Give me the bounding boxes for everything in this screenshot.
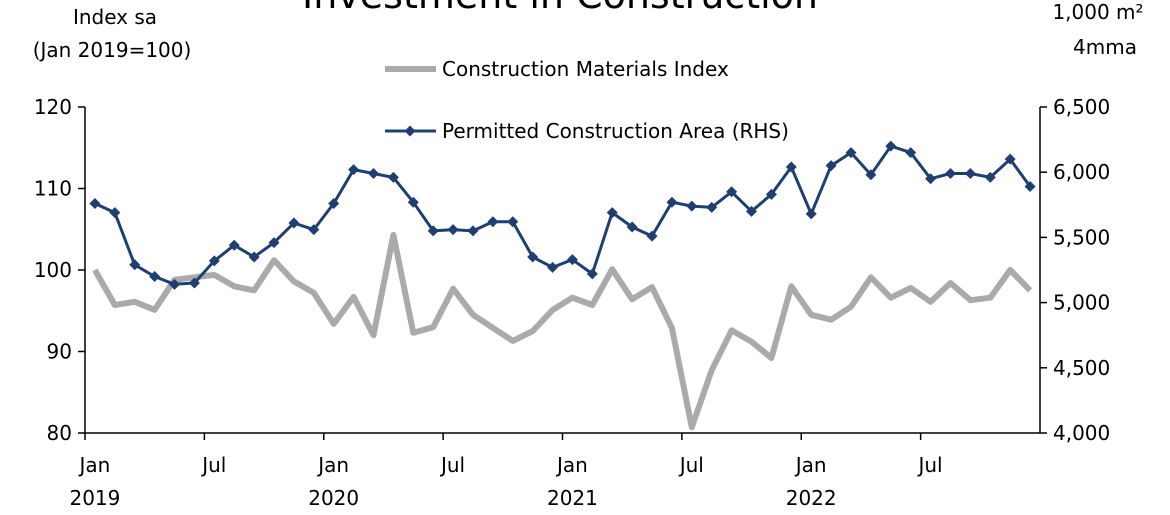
marker <box>805 208 817 220</box>
y-tick-label: 120 <box>34 95 72 119</box>
marker <box>387 171 399 183</box>
marker <box>905 147 917 159</box>
marker <box>566 254 578 266</box>
x-tick-label: Jan 2019 <box>69 453 121 510</box>
marker <box>308 224 320 236</box>
marker <box>507 216 519 228</box>
marker <box>885 140 897 152</box>
legend-label: Permitted Construction Area (RHS) <box>442 119 789 143</box>
marker <box>865 169 877 181</box>
marker <box>925 173 937 185</box>
y-axis-label: Index sa <box>73 5 157 29</box>
marker <box>586 268 598 280</box>
marker <box>626 221 638 233</box>
legend-label: Construction Materials Index <box>442 57 729 81</box>
marker <box>367 168 379 180</box>
marker <box>467 225 479 237</box>
marker <box>944 168 956 180</box>
y2-tick-label: 5,500 <box>1053 225 1110 249</box>
marker <box>228 239 240 251</box>
x-tick-label: Jan 2020 <box>308 453 360 510</box>
marker <box>606 207 618 219</box>
chart-title: Investment in Construction <box>302 0 818 17</box>
marker <box>726 186 738 198</box>
y2-tick-label: 4,000 <box>1053 421 1110 445</box>
marker <box>666 196 678 208</box>
marker <box>1004 153 1016 165</box>
marker <box>527 251 539 263</box>
marker <box>547 261 559 273</box>
marker <box>845 147 857 159</box>
marker <box>129 259 141 271</box>
marker <box>109 207 121 219</box>
y2-tick-label: 4,500 <box>1053 356 1110 380</box>
y2-axis-label: 4mma <box>1073 35 1137 59</box>
marker <box>208 255 220 267</box>
marker <box>825 160 837 172</box>
marker <box>169 278 181 290</box>
series-line <box>92 232 1033 431</box>
y2-tick-label: 5,000 <box>1053 291 1110 315</box>
marker <box>149 271 161 283</box>
marker <box>964 168 976 180</box>
y-tick-label: 110 <box>34 177 72 201</box>
y2-axis-label: 1,000 m² <box>1052 0 1143 24</box>
marker <box>785 161 797 173</box>
marker <box>765 188 777 200</box>
marker <box>427 225 439 237</box>
legend-marker <box>404 125 416 137</box>
marker <box>248 251 260 263</box>
marker <box>447 224 459 236</box>
y2-tick-label: 6,500 <box>1053 95 1110 119</box>
y-tick-label: 80 <box>47 421 72 445</box>
y2-tick-label: 6,000 <box>1053 160 1110 184</box>
marker <box>706 201 718 213</box>
marker <box>487 216 499 228</box>
x-tick-label: Jul <box>679 453 704 477</box>
marker <box>268 237 280 249</box>
y-tick-label: 100 <box>34 258 72 282</box>
marker <box>89 197 101 209</box>
marker <box>348 164 360 176</box>
marker <box>746 205 758 217</box>
marker <box>328 197 340 209</box>
marker <box>1024 181 1036 193</box>
y-axis-label: (Jan 2019=100) <box>33 38 192 62</box>
x-tick-label: Jul <box>202 453 227 477</box>
x-tick-label: Jan 2022 <box>785 453 837 510</box>
series-line <box>94 144 1032 286</box>
x-tick-label: Jul <box>918 453 943 477</box>
marker <box>407 196 419 208</box>
x-tick-label: Jan 2021 <box>546 453 598 510</box>
x-tick-label: Jul <box>440 453 466 477</box>
y-tick-label: 90 <box>47 340 72 364</box>
marker <box>984 171 996 183</box>
marker <box>288 217 300 229</box>
marker <box>686 200 698 212</box>
marker <box>188 277 200 289</box>
marker <box>646 230 658 242</box>
